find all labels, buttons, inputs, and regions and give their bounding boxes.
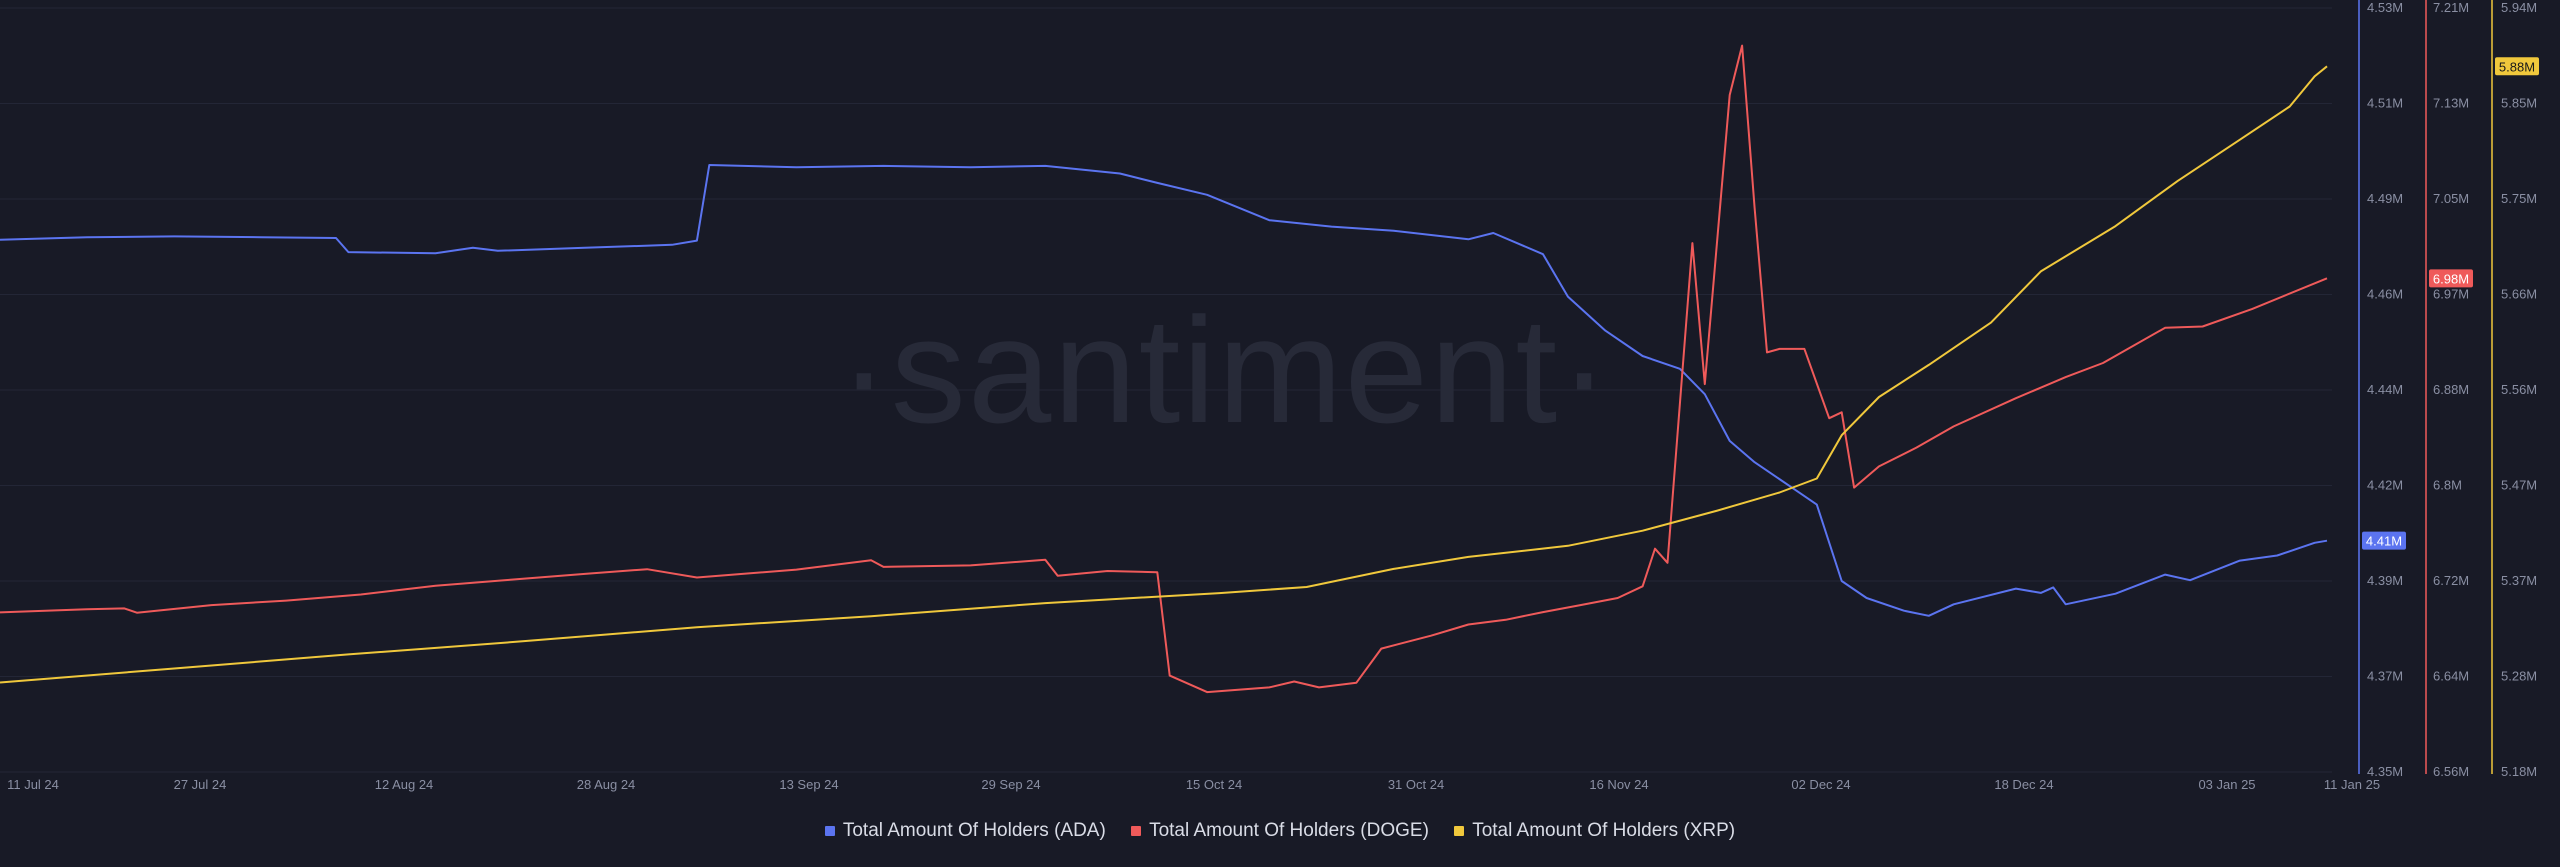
x-tick-label: 28 Aug 24 xyxy=(577,777,636,792)
series-lines xyxy=(0,44,2328,694)
x-tick-label: 12 Aug 24 xyxy=(375,777,434,792)
y-tick-label-doge: 6.8M xyxy=(2433,478,2462,493)
x-tick-label: 13 Sep 24 xyxy=(779,777,838,792)
y-tick-label-doge: 6.88M xyxy=(2433,382,2469,397)
y-axes: 4.53M 4.51M 4.49M 4.46M 4.44M 4.42M 4.39M 4.37M… xyxy=(2358,0,2539,779)
legend-item-doge[interactable]: Total Amount Of Holders (DOGE) xyxy=(1131,820,1429,842)
y-tick-label-xrp: 5.56M xyxy=(2501,382,2537,397)
y-tick-label-ada: 4.51M xyxy=(2367,96,2403,111)
x-tick-label: 03 Jan 25 xyxy=(2198,777,2255,792)
legend: Total Amount Of Holders (ADA) Total Amou… xyxy=(0,820,2560,842)
y-tick-label-xrp: 5.18M xyxy=(2501,764,2537,779)
y-tick-label-doge: 6.72M xyxy=(2433,573,2469,588)
series-line-doge xyxy=(0,44,2328,694)
current-value-badge-text: 5.88M xyxy=(2499,59,2535,74)
y-tick-label-ada: 4.42M xyxy=(2367,478,2403,493)
x-tick-label: 11 Jul 24 xyxy=(7,777,59,792)
y-tick-label-ada: 4.44M xyxy=(2367,382,2403,397)
y-tick-label-ada: 4.39M xyxy=(2367,573,2403,588)
x-tick-label: 18 Dec 24 xyxy=(1994,777,2053,792)
chart-grid xyxy=(0,7,2332,773)
legend-item-xrp[interactable]: Total Amount Of Holders (XRP) xyxy=(1454,820,1735,842)
current-value-badge-xrp: 5.88M xyxy=(2495,57,2539,76)
y-tick-label-xrp: 5.37M xyxy=(2501,573,2537,588)
y-tick-label-doge: 7.05M xyxy=(2433,191,2469,206)
x-tick-label: 11 Jan 25 xyxy=(2324,777,2380,792)
y-tick-label-ada: 4.49M xyxy=(2367,191,2403,206)
y-tick-label-ada: 4.35M xyxy=(2367,764,2403,779)
legend-label-doge: Total Amount Of Holders (DOGE) xyxy=(1149,820,1429,841)
legend-label-xrp: Total Amount Of Holders (XRP) xyxy=(1472,820,1736,841)
legend-swatch-doge xyxy=(1131,826,1142,836)
current-value-badge-bg xyxy=(2495,57,2539,76)
legend-swatch-ada xyxy=(824,826,835,836)
x-tick-label: 15 Oct 24 xyxy=(1186,777,1242,792)
legend-label-ada: Total Amount Of Holders (ADA) xyxy=(842,820,1106,841)
x-tick-label: 31 Oct 24 xyxy=(1388,777,1444,792)
y-tick-label-doge: 7.21M xyxy=(2433,0,2469,15)
y-tick-label-xrp: 5.85M xyxy=(2501,96,2537,111)
current-value-badge-text: 6.98M xyxy=(2433,271,2469,286)
y-tick-label-doge: 6.56M xyxy=(2433,764,2469,779)
legend-item-ada[interactable]: Total Amount Of Holders (ADA) xyxy=(824,820,1106,842)
series-line-ada xyxy=(0,164,2328,617)
y-tick-label-xrp: 5.47M xyxy=(2501,478,2537,493)
legend-swatch-xrp xyxy=(1454,826,1465,836)
y-tick-label-doge: 6.97M xyxy=(2433,287,2469,302)
x-axis-ticks: 11 Jul 24 27 Jul 24 12 Aug 24 28 Aug 24 13 S… xyxy=(7,777,2380,792)
x-tick-label: 27 Jul 24 xyxy=(174,777,227,792)
y-tick-label-ada: 4.46M xyxy=(2367,287,2403,302)
y-tick-label-xrp: 5.75M xyxy=(2501,191,2537,206)
y-tick-label-xrp: 5.66M xyxy=(2501,287,2537,302)
current-value-badge-ada: 4.41M xyxy=(2362,531,2406,550)
current-value-badge-doge: 6.98M xyxy=(2429,269,2473,288)
y-tick-label-ada: 4.37M xyxy=(2367,669,2403,684)
x-tick-label: 02 Dec 24 xyxy=(1791,777,1850,792)
y-tick-label-doge: 6.64M xyxy=(2433,669,2469,684)
y-tick-label-ada: 4.53M xyxy=(2367,0,2403,15)
y-tick-label-xrp: 5.94M xyxy=(2501,0,2537,15)
x-tick-label: 16 Nov 24 xyxy=(1589,777,1648,792)
y-tick-label-xrp: 5.28M xyxy=(2501,669,2537,684)
current-value-badge-text: 4.41M xyxy=(2366,534,2402,549)
y-tick-label-doge: 7.13M xyxy=(2433,96,2469,111)
series-line-xrp xyxy=(0,65,2328,684)
x-tick-label: 29 Sep 24 xyxy=(981,777,1040,792)
current-value-badge-bg xyxy=(2429,269,2473,288)
current-value-badge-bg xyxy=(2362,531,2406,550)
santiment-watermark: ·santiment· xyxy=(839,286,1611,454)
